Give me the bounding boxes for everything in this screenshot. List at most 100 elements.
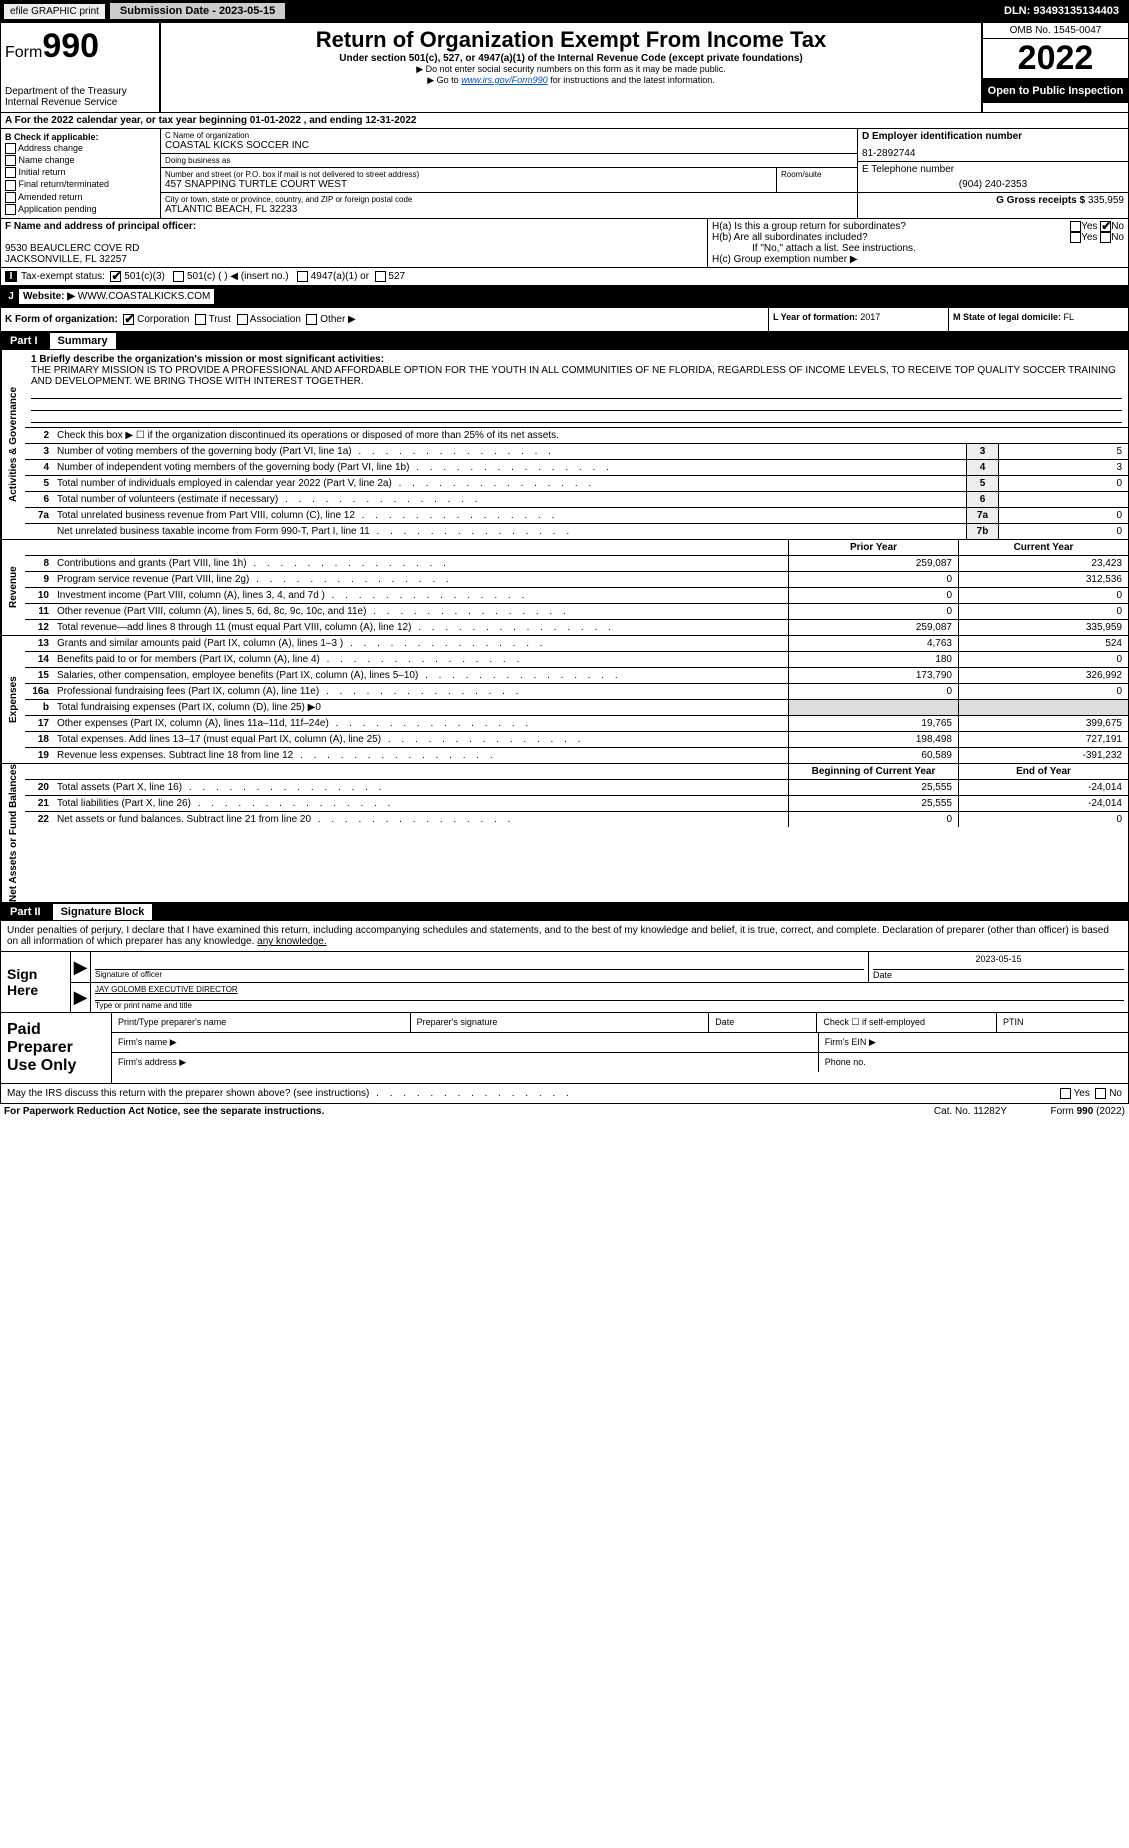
- row-f-h: F Name and address of principal officer:…: [0, 219, 1129, 268]
- gov-row: 3Number of voting members of the governi…: [25, 444, 1128, 460]
- goto-post: for instructions and the latest informat…: [548, 75, 715, 85]
- netassets-row: 20Total assets (Part X, line 16)25,555-2…: [25, 780, 1128, 796]
- top-bar: efile GRAPHIC print Submission Date - 20…: [0, 0, 1129, 22]
- form-note-ssn: ▶ Do not enter social security numbers o…: [165, 64, 977, 75]
- form-header-mid: Return of Organization Exempt From Incom…: [161, 23, 983, 112]
- paid-preparer-block: Paid Preparer Use Only Print/Type prepar…: [0, 1013, 1129, 1084]
- cb-address-change[interactable]: Address change: [5, 143, 156, 154]
- b-title: B Check if applicable:: [5, 132, 156, 142]
- irs-discuss-row: May the IRS discuss this return with the…: [0, 1084, 1129, 1104]
- cb-527[interactable]: [375, 271, 386, 282]
- netassets-section: Net Assets or Fund Balances Beginning of…: [0, 764, 1129, 903]
- eoy-header: End of Year: [958, 764, 1128, 779]
- ha-yes[interactable]: [1070, 221, 1081, 232]
- j-value: WWW.COASTALKICKS.COM: [78, 291, 211, 302]
- gov-row: 6Total number of volunteers (estimate if…: [25, 492, 1128, 508]
- revenue-row: 12Total revenue—add lines 8 through 11 (…: [25, 620, 1128, 635]
- omb-number: OMB No. 1545-0047: [983, 23, 1128, 39]
- expense-row: 18Total expenses. Add lines 13–17 (must …: [25, 732, 1128, 748]
- i-label: Tax-exempt status:: [21, 271, 105, 282]
- footer-notice: For Paperwork Reduction Act Notice, see …: [4, 1106, 891, 1117]
- ha-no[interactable]: [1100, 221, 1111, 232]
- firm-addr-label: Firm's address ▶: [112, 1053, 819, 1072]
- cb-501c[interactable]: [173, 271, 184, 282]
- cb-other[interactable]: [306, 314, 317, 325]
- c-addr-value: 457 SNAPPING TURTLE COURT WEST: [165, 179, 772, 190]
- c-name-value: COASTAL KICKS SOCCER INC: [165, 140, 853, 151]
- sig-declaration: Under penalties of perjury, I declare th…: [1, 921, 1128, 951]
- cb-assoc[interactable]: [237, 314, 248, 325]
- dln-label: DLN: 93493135134403: [1004, 5, 1125, 17]
- revenue-row: 10Investment income (Part VIII, column (…: [25, 588, 1128, 604]
- block-b-c-d: B Check if applicable: Address change Na…: [0, 129, 1129, 219]
- row-k-l-m: K Form of organization: Corporation Trus…: [0, 308, 1129, 332]
- c-name-label: C Name of organization: [165, 131, 853, 140]
- part1-header: Part I Summary: [0, 332, 1129, 350]
- cb-initial-return[interactable]: Initial return: [5, 167, 156, 178]
- prep-ptin-label: PTIN: [997, 1013, 1128, 1032]
- cb-name-change[interactable]: Name change: [5, 155, 156, 166]
- form-word: Form: [5, 44, 42, 61]
- form-header-right: OMB No. 1545-0047 2022 Open to Public In…: [983, 23, 1128, 112]
- d-ein-value: 81-2892744: [862, 142, 1124, 159]
- side-netassets: Net Assets or Fund Balances: [1, 764, 25, 902]
- sig-name-label: Type or print name and title: [95, 1001, 192, 1010]
- row-j-website: J Website: ▶ WWW.COASTALKICKS.COM: [0, 286, 1129, 308]
- g-gross-value: 335,959: [1088, 195, 1124, 206]
- part2-tab: Part II: [0, 903, 51, 921]
- c-dba-label: Doing business as: [165, 156, 853, 165]
- hc-label: H(c) Group exemption number ▶: [712, 254, 1124, 265]
- irs-yes[interactable]: [1060, 1088, 1071, 1099]
- cb-4947[interactable]: [297, 271, 308, 282]
- col-c: C Name of organization COASTAL KICKS SOC…: [161, 129, 858, 218]
- cb-corp[interactable]: [123, 314, 134, 325]
- side-revenue: Revenue: [1, 540, 25, 635]
- mission-text: THE PRIMARY MISSION IS TO PROVIDE A PROF…: [31, 365, 1116, 387]
- activities-governance-section: Activities & Governance 1 Briefly descri…: [0, 350, 1129, 540]
- cb-trust[interactable]: [195, 314, 206, 325]
- firm-name-label: Firm's name ▶: [112, 1033, 819, 1052]
- part2-title: Signature Block: [53, 904, 153, 920]
- gov-row: 4Number of independent voting members of…: [25, 460, 1128, 476]
- prep-sig-label: Preparer's signature: [411, 1013, 710, 1032]
- row-i-tax-exempt: I Tax-exempt status: 501(c)(3) 501(c) ( …: [0, 268, 1129, 286]
- cb-app-pending[interactable]: Application pending: [5, 204, 156, 215]
- prep-name-label: Print/Type preparer's name: [112, 1013, 411, 1032]
- part1-title: Summary: [50, 333, 116, 349]
- g-gross-label: G Gross receipts $: [996, 195, 1085, 206]
- firm-ein-label: Firm's EIN ▶: [819, 1033, 1128, 1052]
- expense-row: 17Other expenses (Part IX, column (A), l…: [25, 716, 1128, 732]
- hb-yes[interactable]: [1070, 232, 1081, 243]
- efile-label: efile GRAPHIC print: [4, 4, 105, 19]
- irs-link[interactable]: www.irs.gov/Form990: [461, 75, 548, 85]
- sig-date-label: Date: [873, 970, 892, 980]
- firm-phone-label: Phone no.: [819, 1053, 1128, 1072]
- cb-amended[interactable]: Amended return: [5, 192, 156, 203]
- k-label: K Form of organization:: [5, 314, 118, 325]
- submission-date-button[interactable]: Submission Date - 2023-05-15: [109, 2, 286, 20]
- l-value: 2017: [860, 312, 880, 322]
- netassets-row: 22Net assets or fund balances. Subtract …: [25, 812, 1128, 827]
- d-ein-label: D Employer identification number: [862, 131, 1124, 142]
- boy-header: Beginning of Current Year: [788, 764, 958, 779]
- revenue-section: Revenue Prior Year Current Year 8Contrib…: [0, 540, 1129, 636]
- arrow-icon: ▶: [71, 952, 91, 982]
- arrow-icon: ▶: [71, 983, 91, 1012]
- form-header-left: Form990 Department of the Treasury Inter…: [1, 23, 161, 112]
- revenue-row: 8Contributions and grants (Part VIII, li…: [25, 556, 1128, 572]
- form-title: Return of Organization Exempt From Incom…: [165, 27, 977, 53]
- side-activities: Activities & Governance: [1, 350, 25, 539]
- line-a-calendar-year: A For the 2022 calendar year, or tax yea…: [0, 113, 1129, 129]
- open-to-public: Open to Public Inspection: [983, 79, 1128, 103]
- expenses-section: Expenses 13Grants and similar amounts pa…: [0, 636, 1129, 764]
- form-subtitle: Under section 501(c), 527, or 4947(a)(1)…: [165, 53, 977, 64]
- f-label: F Name and address of principal officer:: [5, 221, 196, 232]
- c-room-suite: Room/suite: [777, 168, 857, 192]
- revenue-row: 11Other revenue (Part VIII, column (A), …: [25, 604, 1128, 620]
- goto-pre: ▶ Go to: [427, 75, 461, 85]
- cb-final-return[interactable]: Final return/terminated: [5, 179, 156, 190]
- current-year-header: Current Year: [958, 540, 1128, 555]
- hb-no[interactable]: [1100, 232, 1111, 243]
- irs-no[interactable]: [1095, 1088, 1106, 1099]
- cb-501c3[interactable]: [110, 271, 121, 282]
